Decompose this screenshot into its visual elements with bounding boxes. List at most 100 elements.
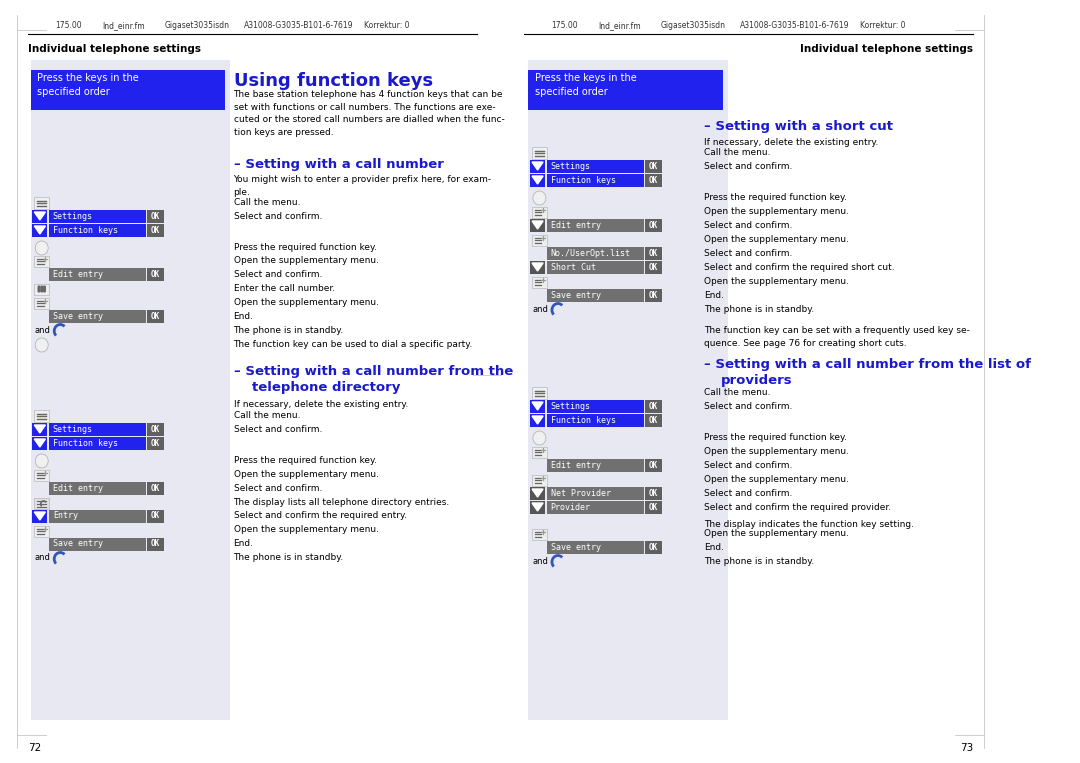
Text: Open the supplementary menu.: Open the supplementary menu. [704,276,849,285]
Bar [532,234,546,246]
Text: Open the supplementary menu.: Open the supplementary menu. [704,446,849,456]
Text: Select and confirm the required entry.: Select and confirm the required entry. [233,511,406,520]
Text: OK: OK [649,503,658,511]
Text: Settings: Settings [53,211,93,221]
Text: Individual telephone settings: Individual telephone settings [28,44,201,54]
Text: You might wish to enter a provider prefix here, for exam-
ple.: You might wish to enter a provider prefi… [233,175,491,197]
Text: Open the supplementary menu.: Open the supplementary menu. [233,469,379,478]
Text: Select and confirm the required provider.: Select and confirm the required provider… [704,503,891,511]
Polygon shape [532,402,543,410]
Bar [35,298,49,308]
Polygon shape [532,263,543,271]
Bar [530,501,545,514]
Bar [49,510,147,523]
Circle shape [41,290,42,292]
Text: Save entry: Save entry [53,539,103,549]
Text: Select and confirm.: Select and confirm. [233,424,322,433]
Text: Ind_einr.fm: Ind_einr.fm [598,21,640,30]
Bar [546,289,644,302]
Text: The base station telephone has 4 function keys that can be
set with functions or: The base station telephone has 4 functio… [233,90,504,137]
Bar [147,224,164,237]
Text: Open the supplementary menu.: Open the supplementary menu. [704,207,849,215]
Text: Press the required function key.: Press the required function key. [704,192,848,201]
Bar [49,210,147,223]
Text: OK: OK [649,162,658,170]
Text: OK: OK [151,226,160,234]
Bar [49,310,147,323]
Text: Gigaset3035isdn: Gigaset3035isdn [165,21,230,30]
Text: OK: OK [151,211,160,221]
Bar [530,160,545,173]
Text: and: and [532,556,548,565]
Bar [528,60,728,720]
Text: If necessary, delete the existing entry.: If necessary, delete the existing entry. [233,400,408,409]
Text: and: and [35,326,50,334]
Bar [546,247,644,260]
Bar [645,487,662,500]
Bar [147,423,164,436]
Bar [546,160,644,173]
Text: The function key can be used to dial a specific party.: The function key can be used to dial a s… [233,340,473,349]
Text: Save entry: Save entry [551,291,600,300]
Bar [147,310,164,323]
Polygon shape [532,221,543,229]
Text: Function keys: Function keys [551,416,616,424]
Text: Edit entry: Edit entry [53,269,103,278]
Bar [645,414,662,427]
Polygon shape [532,416,543,424]
Bar [49,423,147,436]
Bar [49,224,147,237]
Text: The function key can be set with a frequently used key se-
quence. See page 76 f: The function key can be set with a frequ… [704,326,970,347]
Bar [546,487,644,500]
Text: OK: OK [649,221,658,230]
Text: Gigaset3035isdn: Gigaset3035isdn [661,21,726,30]
Text: The phone is in standby.: The phone is in standby. [233,553,343,562]
Text: Select and confirm.: Select and confirm. [233,269,322,278]
Bar [30,60,230,720]
Bar [528,70,723,110]
Text: Select and confirm.: Select and confirm. [704,488,793,497]
Text: Press the required function key.: Press the required function key. [233,243,377,252]
Bar [532,207,546,217]
Bar [147,210,164,223]
Bar [30,70,226,110]
Circle shape [41,288,42,290]
Text: A31008-G3035-B101-6-7619: A31008-G3035-B101-6-7619 [244,21,353,30]
Text: Function keys: Function keys [53,226,118,234]
Text: Select and confirm.: Select and confirm. [233,211,322,221]
Text: Short Cut: Short Cut [551,262,595,272]
Bar [49,482,147,495]
Text: OK: OK [649,175,658,185]
Bar [530,414,545,427]
Text: Open the supplementary menu.: Open the supplementary menu. [704,234,849,243]
Text: Press the keys in the
specified order: Press the keys in the specified order [37,73,139,97]
Text: OK: OK [151,424,160,433]
Bar [546,400,644,413]
Text: OK: OK [151,439,160,448]
Bar [645,261,662,274]
Text: The phone is in standby.: The phone is in standby. [233,326,343,334]
Text: OK: OK [649,262,658,272]
Bar [35,256,49,266]
Bar [532,387,546,399]
Text: and: and [35,553,50,562]
Text: OK: OK [151,511,160,520]
Circle shape [38,286,40,288]
Bar [532,276,546,288]
Circle shape [36,454,49,468]
Bar [35,469,49,481]
Text: Open the supplementary menu.: Open the supplementary menu. [233,526,379,535]
Polygon shape [35,226,45,234]
Circle shape [36,338,49,352]
Polygon shape [35,425,45,433]
Bar [32,224,48,237]
Text: OK: OK [151,484,160,492]
Text: OK: OK [649,461,658,469]
Text: Call the menu.: Call the menu. [704,388,771,397]
Bar [532,147,546,159]
Text: Press the required function key.: Press the required function key. [233,456,377,465]
Text: OK: OK [151,539,160,549]
Bar [147,510,164,523]
Bar [645,501,662,514]
Bar [546,541,644,554]
